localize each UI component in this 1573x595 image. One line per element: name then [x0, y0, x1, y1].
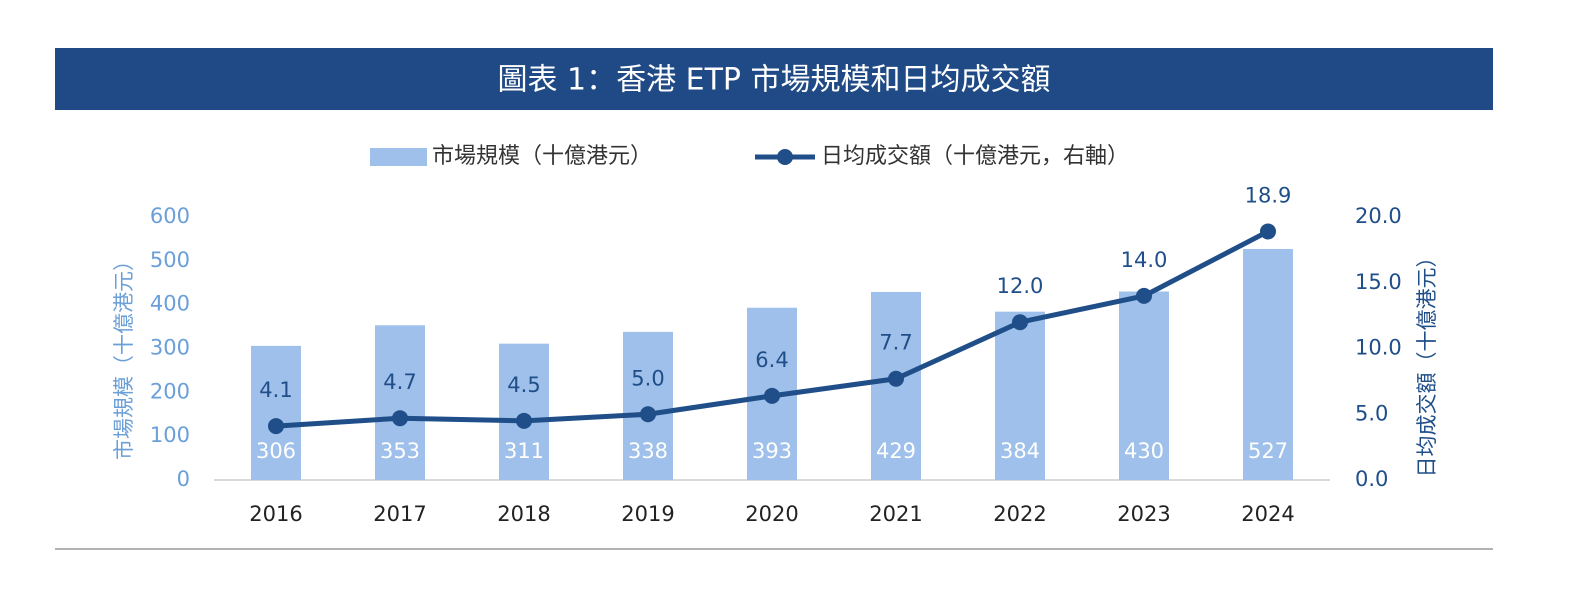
bar: [499, 343, 549, 480]
legend-swatch-dot: [777, 149, 793, 165]
legend-label: 日均成交額（十億港元，右軸）: [821, 144, 1129, 169]
bar-value-label: 353: [380, 439, 420, 463]
y2-axis-title: 日均成交額（十億港元）: [1415, 247, 1439, 478]
bar: [1243, 248, 1293, 480]
line-value-label: 4.5: [507, 373, 540, 397]
y2-tick-label: 10.0: [1355, 336, 1402, 360]
line-point: [1012, 314, 1028, 331]
y-axis-title: 市場規模（十億港元）: [112, 250, 136, 460]
y-tick-label: 100: [150, 423, 190, 447]
bar: [623, 331, 673, 480]
bar-value-label: 311: [504, 439, 544, 463]
line-value-label: 6.4: [755, 348, 788, 372]
line-value-label: 7.7: [879, 331, 912, 355]
bar: [995, 311, 1045, 480]
line-point: [764, 387, 780, 404]
bar-value-label: 384: [1000, 439, 1040, 463]
legend-label: 市場規模（十億港元）: [432, 144, 652, 169]
line-point: [1260, 223, 1276, 240]
line-point: [268, 418, 284, 435]
line-point: [640, 406, 656, 423]
x-tick-label: 2019: [621, 502, 674, 526]
line-value-label: 5.0: [631, 366, 664, 390]
bar: [375, 325, 425, 480]
title-banner: [55, 48, 1493, 110]
line-point: [516, 412, 532, 429]
line-point: [888, 370, 904, 387]
x-tick-label: 2016: [249, 502, 302, 526]
x-tick-label: 2017: [373, 502, 426, 526]
y-tick-label: 600: [150, 204, 190, 228]
bar-value-label: 393: [752, 439, 792, 463]
chart-title: 圖表 1：香港 ETP 市場規模和日均成交額: [497, 63, 1050, 98]
line-value-label: 4.1: [259, 378, 292, 402]
y-tick-label: 0: [177, 467, 190, 491]
bar: [251, 345, 301, 480]
legend-swatch: [370, 148, 427, 166]
line-point: [1136, 287, 1152, 304]
x-tick-label: 2020: [745, 502, 798, 526]
y2-tick-label: 20.0: [1355, 204, 1402, 228]
x-tick-label: 2024: [1241, 502, 1294, 526]
bar: [1119, 291, 1169, 480]
y2-tick-label: 5.0: [1355, 401, 1388, 425]
line-value-label: 18.9: [1245, 183, 1292, 207]
line-value-label: 14.0: [1121, 248, 1168, 272]
y2-tick-label: 15.0: [1355, 270, 1402, 294]
y-tick-label: 400: [150, 292, 190, 316]
y-tick-label: 300: [150, 336, 190, 360]
line-value-label: 4.7: [383, 370, 416, 394]
bar-value-label: 527: [1248, 439, 1288, 463]
y-tick-label: 200: [150, 379, 190, 403]
x-tick-label: 2023: [1117, 502, 1170, 526]
bar-value-label: 430: [1124, 439, 1164, 463]
y2-tick-label: 0.0: [1355, 467, 1388, 491]
x-tick-label: 2021: [869, 502, 922, 526]
line-point: [392, 410, 408, 427]
bar-value-label: 338: [628, 439, 668, 463]
bar-value-label: 306: [256, 439, 296, 463]
line-value-label: 12.0: [997, 274, 1044, 298]
y-tick-label: 500: [150, 248, 190, 272]
bar-value-label: 429: [876, 439, 916, 463]
x-tick-label: 2018: [497, 502, 550, 526]
x-tick-label: 2022: [993, 502, 1046, 526]
